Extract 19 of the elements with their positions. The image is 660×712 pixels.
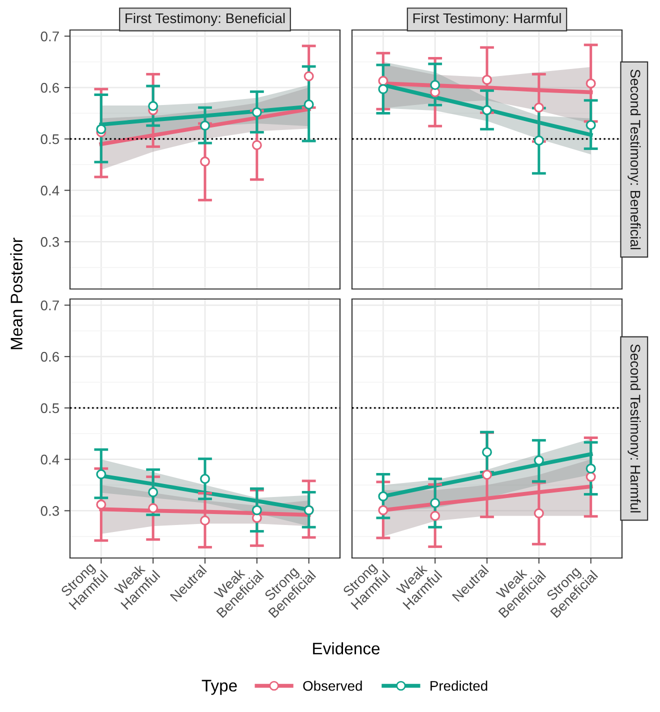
legend-label: Predicted (430, 680, 488, 691)
y-tick-label: 0.6 (40, 352, 59, 362)
x-axis-title: Evidence (313, 642, 380, 654)
y-tick-label: 0.7 (40, 300, 59, 310)
y-tick-label: 0.4 (40, 454, 60, 465)
legend-label: Observed (303, 680, 362, 691)
y-tick-label: 0.5 (40, 134, 60, 144)
chart-title: First Testimony: Beneficial (126, 12, 285, 26)
y-tick-label: 0.3 (40, 237, 59, 247)
text: Second Testimony: Beneficial (628, 70, 641, 250)
y-tick-label: 0.3 (40, 506, 59, 516)
y-axis-title: Mean Posterior (10, 238, 22, 350)
text: Second Testimony: Harmful (628, 344, 641, 512)
y-tick-label: 0.6 (40, 82, 59, 93)
y-tick-label: 0.4 (40, 186, 60, 196)
y-tick-label: 0.7 (40, 32, 59, 42)
y-tick-label: 0.5 (40, 403, 60, 414)
chart-title: First Testimony: Harmful (413, 12, 561, 26)
legend-title: Type (202, 680, 237, 695)
